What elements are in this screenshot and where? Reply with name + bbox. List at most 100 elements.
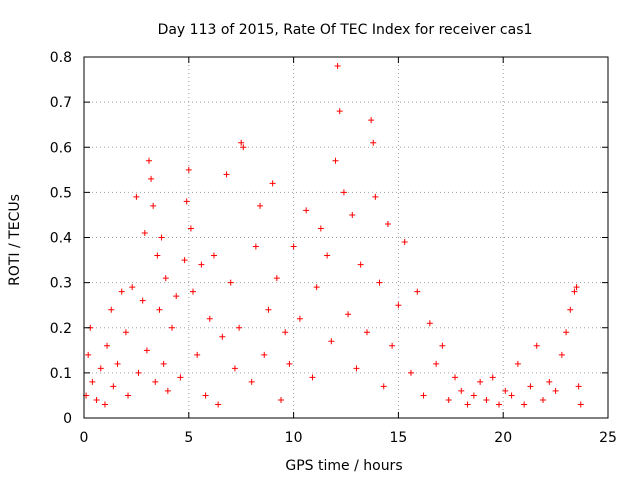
data-point — [353, 365, 360, 372]
data-point — [552, 387, 559, 394]
data-point — [328, 338, 335, 345]
data-point — [240, 144, 247, 151]
y-tick-label: 0.5 — [50, 185, 72, 201]
x-tick-label: 0 — [80, 430, 89, 446]
y-axis-label: ROTI / TECUs — [7, 194, 23, 286]
data-point — [110, 383, 117, 390]
data-point — [313, 284, 320, 291]
data-point — [189, 288, 196, 295]
data-point — [202, 392, 209, 399]
y-tick-label: 0.3 — [50, 276, 72, 292]
axis-ticks — [83, 56, 609, 419]
data-point — [433, 360, 440, 367]
data-point — [93, 396, 100, 403]
data-point — [248, 378, 255, 385]
data-point — [125, 392, 132, 399]
data-point — [340, 189, 347, 196]
data-point — [451, 374, 458, 381]
data-point — [148, 175, 155, 182]
data-point — [309, 374, 316, 381]
x-tick-label: 25 — [599, 430, 617, 446]
data-point — [135, 369, 142, 376]
data-point — [575, 383, 582, 390]
data-point — [210, 252, 217, 259]
data-point — [101, 401, 108, 408]
x-tick-label: 5 — [184, 430, 193, 446]
y-tick-label: 0.8 — [50, 50, 72, 66]
data-point — [324, 252, 331, 259]
data-point — [389, 342, 396, 349]
data-point — [502, 387, 509, 394]
data-point — [133, 193, 140, 200]
data-point — [573, 284, 580, 291]
data-point — [489, 374, 496, 381]
data-point — [563, 329, 570, 336]
data-point — [114, 360, 121, 367]
data-point — [145, 157, 152, 164]
data-point — [414, 288, 421, 295]
data-point — [89, 378, 96, 385]
data-point — [194, 351, 201, 358]
data-point — [407, 369, 414, 376]
chart-title: Day 113 of 2015, Rate Of TEC Index for r… — [158, 22, 533, 38]
data-point — [426, 320, 433, 327]
data-point — [477, 378, 484, 385]
data-point — [141, 229, 148, 236]
data-point — [349, 211, 356, 218]
data-point — [150, 202, 157, 209]
data-point — [514, 360, 521, 367]
data-point — [265, 306, 272, 313]
data-point — [187, 225, 194, 232]
y-tick-label: 0.1 — [50, 366, 72, 382]
data-point — [97, 365, 104, 372]
data-point — [181, 257, 188, 264]
data-point — [185, 166, 192, 173]
data-point — [368, 117, 375, 124]
data-point — [215, 401, 222, 408]
x-axis-label: GPS time / hours — [285, 458, 402, 474]
data-point — [183, 198, 190, 205]
data-point — [376, 279, 383, 286]
y-tick-label: 0 — [63, 411, 72, 427]
data-point — [282, 329, 289, 336]
data-point — [177, 374, 184, 381]
data-point — [269, 180, 276, 187]
data-point — [223, 171, 230, 178]
y-tick-label: 0.7 — [50, 95, 72, 111]
data-point — [508, 392, 515, 399]
data-point — [104, 342, 111, 349]
y-tick-label: 0.4 — [50, 231, 72, 247]
data-point — [139, 297, 146, 304]
data-point — [122, 329, 129, 336]
data-point — [118, 288, 125, 295]
data-point — [152, 378, 159, 385]
data-point — [160, 360, 167, 367]
data-point — [372, 193, 379, 200]
data-point — [252, 243, 259, 250]
data-point — [363, 329, 370, 336]
data-point — [533, 342, 540, 349]
data-point — [464, 401, 471, 408]
data-point — [164, 387, 171, 394]
data-point — [470, 392, 477, 399]
data-point — [257, 202, 264, 209]
data-point — [496, 401, 503, 408]
data-point — [85, 351, 92, 358]
data-point — [384, 220, 391, 227]
data-point — [143, 347, 150, 354]
data-point — [278, 396, 285, 403]
data-point — [227, 279, 234, 286]
data-point — [206, 315, 213, 322]
data-point — [108, 306, 115, 313]
data-point — [273, 275, 280, 282]
data-point — [395, 302, 402, 309]
data-point — [231, 365, 238, 372]
data-point — [370, 139, 377, 146]
data-point — [198, 261, 205, 268]
data-point — [158, 234, 165, 241]
data-point — [571, 288, 578, 295]
data-point — [401, 239, 408, 246]
data-point — [483, 396, 490, 403]
data-point — [439, 342, 446, 349]
